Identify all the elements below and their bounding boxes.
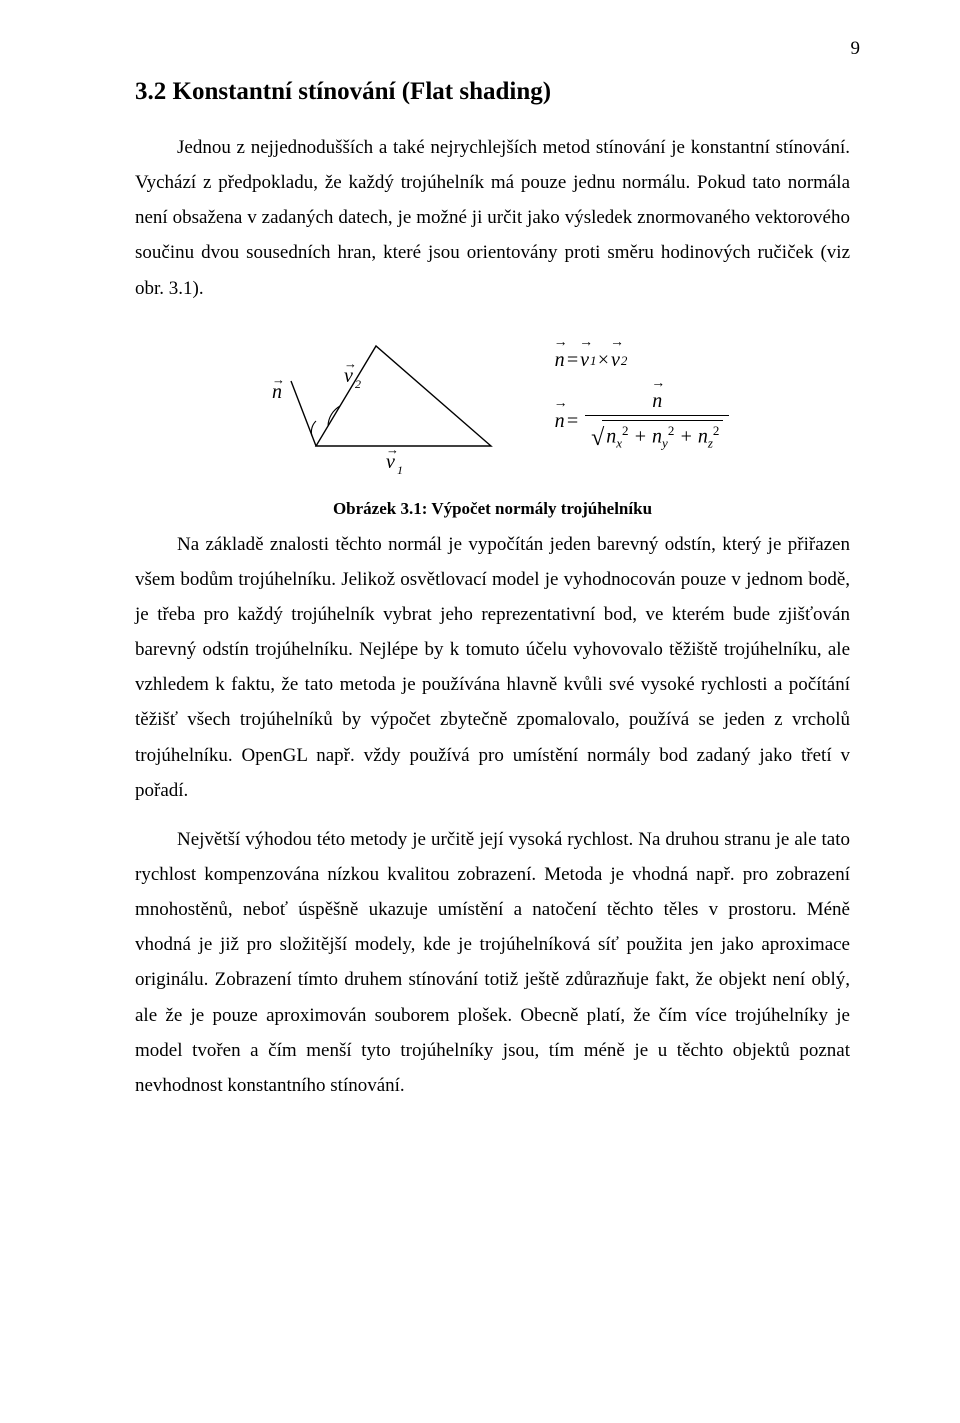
paragraph-3: Největší výhodou této metody je určitě j… [135, 822, 850, 1103]
eq-sign: = [566, 349, 580, 372]
times-sign: × [596, 349, 610, 372]
normal-line [291, 381, 316, 446]
vec-n-lhs: n [554, 410, 566, 433]
angle-arc-n [311, 421, 316, 436]
fraction-numerator: n [645, 390, 669, 415]
label-v1: v [386, 451, 395, 473]
plus-2: + [679, 426, 698, 448]
formula-cross-product: n = v1 × v2 [554, 349, 628, 372]
formula-normalize: n = n √ nx2 + ny2 [554, 390, 730, 452]
paragraph-1: Jednou z nejjednodušších a také nejrychl… [135, 130, 850, 306]
term-ny: n [652, 426, 662, 448]
page-number: 9 [851, 38, 861, 60]
section-heading: 3.2 Konstantní stínování (Flat shading) [135, 78, 850, 106]
vec-n-num: n [651, 390, 663, 413]
vec-v1: v [579, 349, 590, 372]
figure-row: → n → v 2 → v 1 n = v1 × v2 [135, 326, 850, 476]
document-page: 9 3.2 Konstantní stínování (Flat shading… [0, 0, 960, 1423]
label-v2-sub: 2 [355, 377, 361, 391]
eq-sign-2: = [566, 410, 580, 433]
formula-group: n = v1 × v2 n = n √ [554, 349, 730, 452]
paragraph-2: Na základě znalosti těchto normál je vyp… [135, 527, 850, 808]
radicand: nx2 + ny2 + nz2 [602, 420, 723, 452]
fraction: n √ nx2 + ny2 + nz2 [585, 390, 729, 452]
label-v1-sub: 1 [397, 463, 403, 476]
label-n: n [272, 381, 282, 403]
vec-n: n [554, 349, 566, 372]
term-nx: n [606, 426, 616, 448]
sup-2b: 2 [668, 423, 675, 438]
plus-1: + [634, 426, 653, 448]
label-v2: v [344, 365, 353, 387]
fraction-denominator: √ nx2 + ny2 + nz2 [585, 415, 729, 452]
sup-2c: 2 [713, 423, 720, 438]
figure-block: → n → v 2 → v 1 n = v1 × v2 [135, 326, 850, 519]
triangle-diagram: → n → v 2 → v 1 [256, 326, 506, 476]
sup-2a: 2 [622, 423, 629, 438]
sub-2: 2 [621, 353, 628, 369]
triangle-shape [316, 346, 491, 446]
vec-v2: v [610, 349, 621, 372]
term-nz: n [698, 426, 708, 448]
sqrt: √ nx2 + ny2 + nz2 [591, 420, 723, 452]
figure-caption: Obrázek 3.1: Výpočet normály trojúhelník… [135, 499, 850, 519]
